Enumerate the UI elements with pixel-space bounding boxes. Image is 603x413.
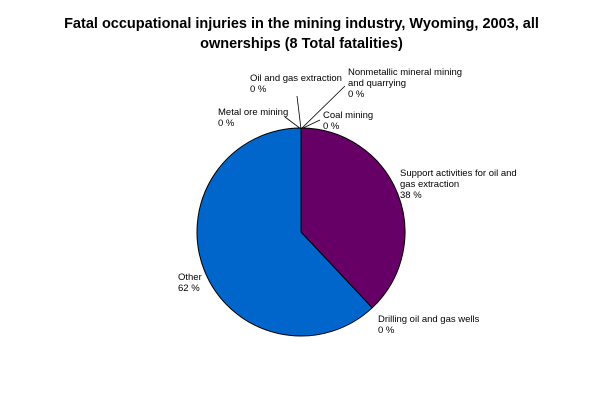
slice-label-coal-mining: Coal mining 0 % xyxy=(323,110,373,132)
leader-line-metal-ore-mining xyxy=(284,116,302,130)
slice-label-line: Drilling oil and gas wells xyxy=(378,314,480,325)
slice-label-line: Oil and gas extraction xyxy=(250,73,342,84)
slice-label-metal-ore-mining: Metal ore mining 0 % xyxy=(218,107,288,129)
slice-labels: Support activities for oil and gas extrac… xyxy=(178,67,517,336)
slice-label-line: 0 % xyxy=(378,325,395,336)
slice-label-nonmetallic-mineral-mining-and-quarrying: Nonmetallic mineral mining and quarrying 0… xyxy=(348,67,462,100)
slice-label-oil-and-gas-extraction: Oil and gas extraction 0 % xyxy=(250,73,342,95)
chart-title-line-1: Fatal occupational injuries in the minin… xyxy=(64,16,539,32)
slice-label-line: 0 % xyxy=(218,118,235,129)
slice-label-line: gas extraction xyxy=(400,179,459,190)
slice-label-line: Coal mining xyxy=(323,110,373,121)
slice-label-line: Other xyxy=(178,272,202,283)
slice-label-line: Metal ore mining xyxy=(218,107,288,118)
pie-slices xyxy=(196,127,406,337)
slice-label-line: 0 % xyxy=(348,89,365,100)
slice-label-line: 0 % xyxy=(323,121,340,132)
chart-title: Fatal occupational injuries in the minin… xyxy=(40,14,563,54)
chart-title-line-2: ownerships (8 Total fatalities) xyxy=(200,36,403,52)
leader-line-nonmetallic-mineral-mining-and-quarrying xyxy=(300,85,346,130)
slice-label-line: 62 % xyxy=(178,283,200,294)
leader-line-oil-and-gas-extraction xyxy=(296,95,302,130)
slice-label-line: 38 % xyxy=(400,190,422,201)
slice-label-line: Nonmetallic mineral mining xyxy=(348,67,462,78)
slice-label-drilling-oil-and-gas-wells: Drilling oil and gas wells 0 % xyxy=(378,314,480,336)
leader-line-coal-mining xyxy=(300,119,321,130)
pie-slice-support-activities-for-oil-and-gas-extraction xyxy=(300,127,406,309)
slice-label-line: 0 % xyxy=(250,84,267,95)
slice-label-line: and quarrying xyxy=(348,78,406,89)
slice-label-line: Support activities for oil and xyxy=(400,168,517,179)
slice-label-support-activities-for-oil-and-gas-extraction: Support activities for oil and gas extrac… xyxy=(400,168,517,201)
pie-slice-other xyxy=(196,127,373,337)
slice-label-other: Other 62 % xyxy=(178,272,202,294)
